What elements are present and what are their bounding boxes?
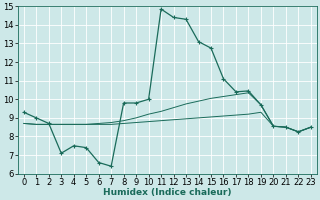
X-axis label: Humidex (Indice chaleur): Humidex (Indice chaleur) — [103, 188, 232, 197]
